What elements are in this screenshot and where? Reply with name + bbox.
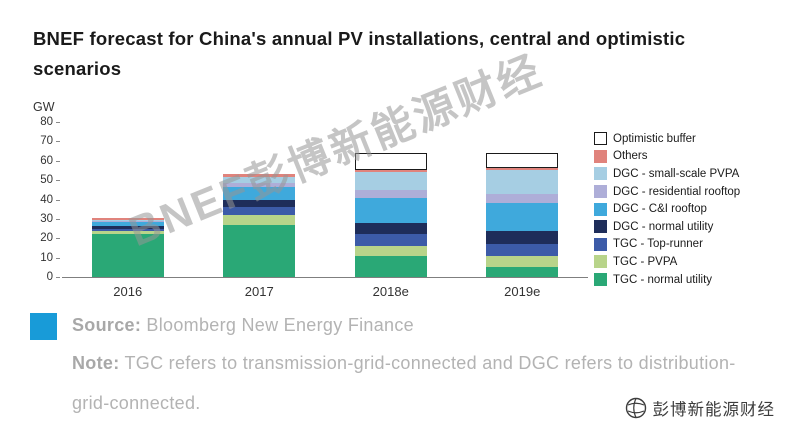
source-line: Source: Bloomberg New Energy Finance <box>72 315 414 336</box>
legend-item-dgc-c-i-rooftop: DGC - C&I rooftop <box>594 200 792 218</box>
source-label: Source: <box>72 315 142 335</box>
segment-dgc-residential-rooftop <box>91 220 164 222</box>
segment-dgc-c-i-rooftop <box>486 203 559 231</box>
publisher-logo: 彭博新能源财经 <box>625 396 776 420</box>
legend-swatch-optimistic-buffer <box>594 132 607 146</box>
legend-item-tgc-pvpa: TGC - PVPA <box>594 253 792 271</box>
legend-swatch-dgc-c-i-rooftop <box>594 202 607 216</box>
bar-2016 <box>91 218 164 277</box>
segment-tgc-normal-utility <box>354 255 427 277</box>
segment-dgc-c-i-rooftop <box>354 197 427 223</box>
legend-label-tgc-pvpa: TGC - PVPA <box>613 255 678 268</box>
note-text: TGC refers to transmission-grid-connecte… <box>72 353 736 413</box>
legend: Optimistic buffer Others DGC - small-scale… <box>594 130 792 288</box>
segment-dgc-small-scale-pvpa <box>223 177 296 184</box>
legend-item-others: Others <box>594 148 792 166</box>
note-line: Note: TGC refers to transmission-grid-co… <box>72 344 762 423</box>
legend-swatch-tgc-normal-utility <box>594 273 607 287</box>
legend-item-dgc-normal-utility: DGC - normal utility <box>594 218 792 236</box>
x-tick-label-2019e: 2019e <box>504 284 541 299</box>
segment-dgc-small-scale-pvpa <box>486 170 559 194</box>
note-label: Note: <box>72 353 120 373</box>
segment-dgc-residential-rooftop <box>223 183 296 187</box>
y-tick-label-60: 60 <box>40 154 60 167</box>
legend-swatch-others <box>594 149 607 163</box>
segment-optimistic-buffer <box>486 153 559 168</box>
bar-2019e <box>486 153 559 277</box>
y-tick-label-80: 80 <box>40 116 60 128</box>
y-tick-label-10: 10 <box>40 251 60 264</box>
y-tick-label-40: 40 <box>40 193 60 206</box>
segment-dgc-small-scale-pvpa <box>354 172 427 190</box>
legend-label-tgc-top-runner: TGC - Top-runner <box>613 238 703 251</box>
segment-tgc-pvpa <box>223 215 296 225</box>
segment-tgc-normal-utility <box>486 267 559 277</box>
y-tick-label-20: 20 <box>40 232 60 245</box>
legend-item-tgc-top-runner: TGC - Top-runner <box>594 236 792 254</box>
segment-tgc-top-runner <box>354 234 427 246</box>
plot-area <box>62 122 588 278</box>
legend-label-dgc-normal-utility: DGC - normal utility <box>613 220 714 233</box>
y-axis: 0 10 20 30 40 50 60 70 80 <box>28 116 62 283</box>
segment-optimistic-buffer <box>354 153 427 171</box>
page-title: BNEF forecast for China's annual PV inst… <box>33 28 686 79</box>
legend-swatch-dgc-small-scale-pvpa <box>594 167 607 181</box>
x-tick-label-2017: 2017 <box>244 284 274 299</box>
segment-dgc-c-i-rooftop <box>223 186 296 201</box>
legend-label-optimistic-buffer: Optimistic buffer <box>613 132 696 145</box>
publisher-logo-text: 彭博新能源财经 <box>652 401 775 419</box>
chart-area: 0 10 20 30 40 50 60 70 80 2016 2017 2018e 2019e <box>28 116 588 299</box>
legend-label-dgc-small-scale-pvpa: DGC - small-scale PVPA <box>613 167 740 180</box>
segment-others <box>486 167 559 171</box>
legend-item-optimistic-buffer: Optimistic buffer <box>594 130 792 148</box>
segment-tgc-top-runner <box>91 228 164 231</box>
y-tick-label-70: 70 <box>40 135 60 148</box>
segment-others <box>354 170 427 173</box>
source-text: Bloomberg New Energy Finance <box>141 315 414 335</box>
legend-item-tgc-normal-utility: TGC - normal utility <box>594 271 792 289</box>
segment-tgc-top-runner <box>223 207 296 215</box>
x-tick-label-2016: 2016 <box>113 284 143 299</box>
y-tick-label-0: 0 <box>46 271 61 283</box>
x-tick-label-2018e: 2018e <box>372 284 409 299</box>
legend-label-tgc-normal-utility: TGC - normal utility <box>613 273 713 286</box>
segment-dgc-normal-utility <box>223 200 296 208</box>
segment-tgc-normal-utility <box>91 234 164 277</box>
y-tick-label-50: 50 <box>40 174 60 187</box>
segment-tgc-normal-utility <box>223 224 296 277</box>
segment-dgc-normal-utility <box>91 225 164 229</box>
segment-others <box>223 174 296 178</box>
legend-label-others: Others <box>613 150 648 163</box>
segment-tgc-top-runner <box>486 244 559 256</box>
segment-others <box>91 218 164 220</box>
segment-dgc-normal-utility <box>486 230 559 245</box>
legend-item-dgc-residential-rooftop: DGC - residential rooftop <box>594 183 792 201</box>
legend-label-dgc-c-i-rooftop: DGC - C&I rooftop <box>613 203 707 216</box>
segment-dgc-residential-rooftop <box>354 189 427 198</box>
bar-2018e <box>354 153 427 277</box>
y-tick-label-30: 30 <box>40 212 60 225</box>
segment-dgc-residential-rooftop <box>486 193 559 204</box>
x-axis: 2016 2017 2018e 2019e <box>62 284 588 299</box>
segment-dgc-normal-utility <box>354 222 427 235</box>
legend-label-dgc-residential-rooftop: DGC - residential rooftop <box>613 185 741 198</box>
segment-dgc-small-scale-pvpa <box>91 219 164 221</box>
legend-item-dgc-small-scale-pvpa: DGC - small-scale PVPA <box>594 165 792 183</box>
bar-2017 <box>223 174 296 277</box>
segment-dgc-c-i-rooftop <box>91 221 164 226</box>
bnef-globe-icon <box>625 397 646 419</box>
legend-swatch-dgc-normal-utility <box>594 220 607 234</box>
segment-tgc-pvpa <box>486 255 559 268</box>
legend-swatch-tgc-top-runner <box>594 237 607 251</box>
source-accent-square <box>30 313 57 340</box>
segment-tgc-pvpa <box>354 246 427 256</box>
legend-swatch-tgc-pvpa <box>594 255 607 269</box>
y-axis-unit-label: GW <box>33 100 55 114</box>
segment-tgc-pvpa <box>91 230 164 235</box>
legend-swatch-dgc-residential-rooftop <box>594 185 607 199</box>
